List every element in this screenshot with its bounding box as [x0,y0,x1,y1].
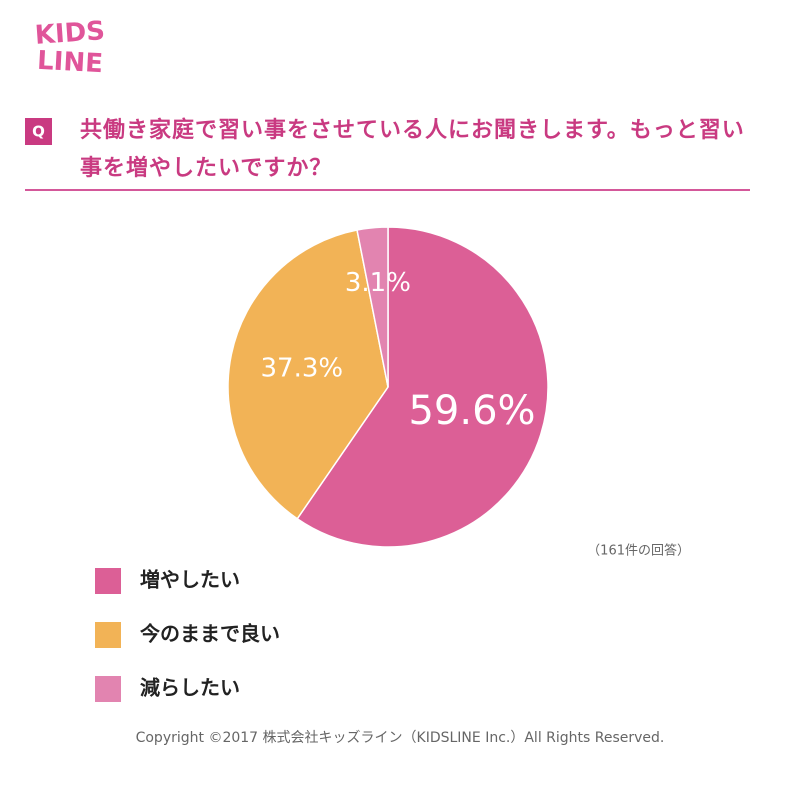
legend-swatch [95,622,121,648]
legend-swatch [95,568,121,594]
legend-label: 今のままで良い [140,622,280,646]
question-badge: Q [32,123,45,141]
chart-title: 共働き家庭で習い事をさせている人にお聞きします。もっと習い事を増やしたいですか？ [80,118,745,181]
annotation: （161件の回答） [587,543,690,559]
pie-slice [227,229,389,520]
question-badge-box [25,118,52,145]
legend-label: 減らしたい [140,676,240,700]
legend-label: 増やしたい [140,568,240,592]
pie-slice [356,226,389,388]
legend-swatch [95,676,121,702]
value-label: 59.6% [408,388,535,434]
value-label: 3.1% [345,268,411,298]
value-label: 37.3% [261,354,344,384]
logo-line: KIDS [34,16,106,51]
pie-slice [296,226,549,548]
footer: Copyright ©2017 株式会社キッズライン（KIDSLINE Inc.… [136,730,665,746]
logo-line: LINE [36,46,103,79]
